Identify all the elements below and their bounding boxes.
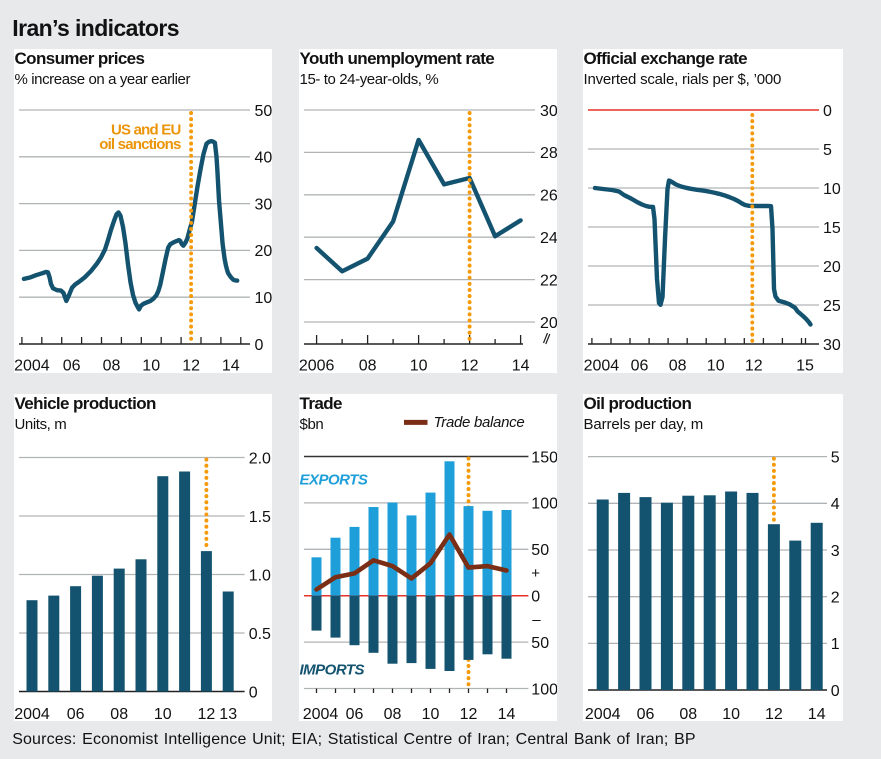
svg-text:1.5: 1.5 xyxy=(249,509,271,526)
svg-text:0.5: 0.5 xyxy=(249,626,271,643)
svg-text:5: 5 xyxy=(831,449,840,466)
svg-text:EXPORTS: EXPORTS xyxy=(300,472,368,489)
svg-text:10: 10 xyxy=(722,706,740,721)
svg-text:10: 10 xyxy=(154,706,172,721)
svg-text:08: 08 xyxy=(384,706,402,721)
svg-text:Official exchange rate: Official exchange rate xyxy=(584,49,748,68)
svg-text:06: 06 xyxy=(67,706,85,721)
svg-text:Consumer prices: Consumer prices xyxy=(15,49,145,68)
svg-text:1.0: 1.0 xyxy=(249,567,271,584)
svg-text:0: 0 xyxy=(249,684,258,701)
svg-text:2004: 2004 xyxy=(303,706,339,721)
svg-text:10: 10 xyxy=(142,358,160,373)
svg-text:10: 10 xyxy=(422,706,440,721)
svg-text:Youth unemployment rate: Youth unemployment rate xyxy=(300,49,495,68)
svg-text:30: 30 xyxy=(540,103,557,120)
svg-text:06: 06 xyxy=(346,706,364,721)
svg-text:24: 24 xyxy=(540,230,557,247)
svg-text:15: 15 xyxy=(823,220,841,237)
svg-text:2004: 2004 xyxy=(585,706,621,721)
svg-text:12: 12 xyxy=(198,706,216,721)
svg-text:3: 3 xyxy=(831,543,840,560)
svg-text:10: 10 xyxy=(707,358,725,373)
svg-text:1: 1 xyxy=(831,636,840,653)
svg-text:50: 50 xyxy=(531,542,549,559)
svg-text:IMPORTS: IMPORTS xyxy=(300,662,365,679)
svg-text:22: 22 xyxy=(540,272,557,289)
svg-text:08: 08 xyxy=(359,358,377,373)
svg-text:13: 13 xyxy=(219,706,237,721)
svg-text:5: 5 xyxy=(823,142,832,159)
svg-text:14: 14 xyxy=(808,706,826,721)
svg-text:15: 15 xyxy=(796,358,814,373)
svg-text:25: 25 xyxy=(823,298,841,315)
svg-text:12: 12 xyxy=(745,358,763,373)
svg-text:2004: 2004 xyxy=(584,358,620,373)
svg-text:100: 100 xyxy=(531,681,557,698)
svg-text:US and EU: US and EU xyxy=(111,122,180,139)
svg-text:08: 08 xyxy=(110,706,128,721)
svg-text:% increase on a year earlier: % increase on a year earlier xyxy=(15,71,191,88)
svg-text:06: 06 xyxy=(63,358,81,373)
svg-text:Barrels per day, m: Barrels per day, m xyxy=(584,416,704,433)
svg-text:0: 0 xyxy=(531,589,540,606)
svg-text:20: 20 xyxy=(823,259,841,276)
svg-text:2: 2 xyxy=(831,590,840,607)
svg-text:10: 10 xyxy=(255,290,273,307)
svg-text:$bn: $bn xyxy=(300,416,324,433)
svg-text:150: 150 xyxy=(531,449,557,466)
svg-text:15- to 24-year-olds, %: 15- to 24-year-olds, % xyxy=(300,71,439,88)
svg-text:40: 40 xyxy=(255,150,273,167)
svg-text:12: 12 xyxy=(765,706,783,721)
svg-text:50: 50 xyxy=(255,103,273,120)
svg-text:50: 50 xyxy=(531,635,549,652)
svg-text:0: 0 xyxy=(255,337,264,354)
svg-text:Trade: Trade xyxy=(300,394,343,413)
svg-text:Oil production: Oil production xyxy=(584,394,692,413)
svg-text:2004: 2004 xyxy=(14,706,50,721)
svg-text:2006: 2006 xyxy=(299,358,334,373)
svg-text:4: 4 xyxy=(831,496,840,513)
svg-text:26: 26 xyxy=(540,188,557,205)
svg-text:20: 20 xyxy=(255,243,273,260)
svg-text:20: 20 xyxy=(540,315,557,332)
svg-text:–: – xyxy=(532,612,541,629)
svg-text:2.0: 2.0 xyxy=(249,450,271,467)
svg-text:14: 14 xyxy=(222,358,240,373)
svg-text:06: 06 xyxy=(631,358,649,373)
svg-text:08: 08 xyxy=(103,358,121,373)
svg-text:+: + xyxy=(531,565,540,582)
svg-text:0: 0 xyxy=(831,683,840,700)
svg-text:Vehicle production: Vehicle production xyxy=(15,394,156,413)
svg-text:12: 12 xyxy=(182,358,200,373)
svg-text:Units, m: Units, m xyxy=(15,416,67,433)
svg-text:2004: 2004 xyxy=(14,358,50,373)
svg-text:Inverted scale, rials per $, ’: Inverted scale, rials per $, ’000 xyxy=(584,71,782,88)
svg-text:0: 0 xyxy=(823,103,832,120)
svg-text:14: 14 xyxy=(512,358,530,373)
svg-text:30: 30 xyxy=(823,337,841,354)
svg-text:oil sanctions: oil sanctions xyxy=(99,136,181,153)
svg-text:08: 08 xyxy=(679,706,697,721)
svg-text:12: 12 xyxy=(460,706,478,721)
svg-text:30: 30 xyxy=(255,196,273,213)
svg-text:100: 100 xyxy=(531,496,557,513)
svg-text:Trade balance: Trade balance xyxy=(434,414,525,431)
svg-text:28: 28 xyxy=(540,145,557,162)
svg-text:06: 06 xyxy=(637,706,655,721)
svg-text:10: 10 xyxy=(823,181,841,198)
svg-text:08: 08 xyxy=(669,358,687,373)
svg-text:12: 12 xyxy=(461,358,479,373)
svg-text:14: 14 xyxy=(498,706,516,721)
svg-text:10: 10 xyxy=(410,358,428,373)
